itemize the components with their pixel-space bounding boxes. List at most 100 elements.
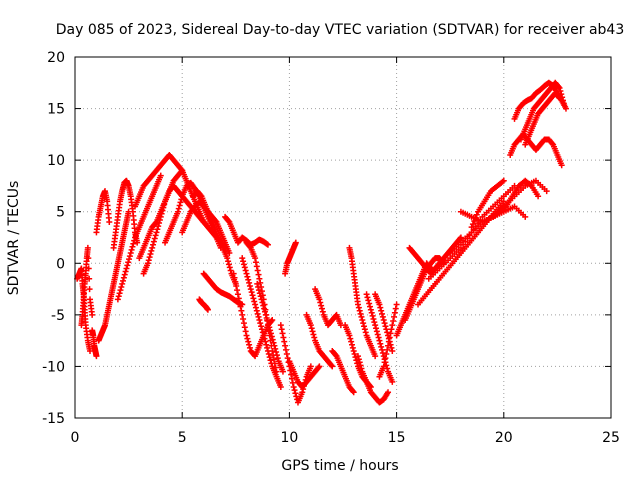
data-point xyxy=(174,208,181,215)
data-point xyxy=(380,363,387,370)
data-point xyxy=(150,241,157,248)
data-point xyxy=(148,247,155,254)
data-point xyxy=(89,311,96,318)
data-point xyxy=(265,351,272,358)
data-point xyxy=(381,359,388,366)
x-tick-label: 25 xyxy=(602,430,620,446)
data-point xyxy=(269,317,276,324)
data-point xyxy=(271,342,278,349)
data-point xyxy=(147,251,154,258)
data-point xyxy=(253,307,260,314)
data-point xyxy=(382,355,389,362)
data-point xyxy=(457,234,464,241)
data-point xyxy=(149,244,156,251)
data-point xyxy=(257,293,264,300)
y-tick-label: 10 xyxy=(47,153,65,169)
data-point xyxy=(116,290,123,297)
data-point xyxy=(361,323,368,330)
data-point xyxy=(315,364,322,371)
data-point xyxy=(263,341,270,348)
data-point xyxy=(379,346,386,353)
data-point xyxy=(376,301,383,308)
data-point xyxy=(264,241,271,248)
data-point xyxy=(252,259,259,266)
data-point xyxy=(267,327,274,334)
data-point xyxy=(290,384,297,391)
data-point xyxy=(355,301,362,308)
data-point xyxy=(240,315,247,322)
data-point xyxy=(197,192,204,199)
data-point xyxy=(367,306,374,313)
data-point xyxy=(265,321,272,328)
data-point xyxy=(318,305,325,312)
data-point xyxy=(365,297,372,304)
data-point xyxy=(372,322,379,329)
data-point xyxy=(241,324,248,331)
data-point xyxy=(241,264,248,271)
data-point xyxy=(535,193,542,200)
data-point xyxy=(348,338,355,345)
data-point xyxy=(247,286,254,293)
data-point xyxy=(254,310,261,317)
data-point xyxy=(500,177,507,184)
data-point xyxy=(226,264,233,271)
data-point xyxy=(317,299,324,306)
data-point xyxy=(134,239,141,246)
data-point xyxy=(356,359,363,366)
data-point xyxy=(255,287,262,294)
data-point xyxy=(378,307,385,314)
data-point xyxy=(86,286,93,293)
data-point xyxy=(258,326,265,333)
data-point xyxy=(234,287,241,294)
data-point xyxy=(270,356,277,363)
data-point xyxy=(280,334,287,341)
plot-frame xyxy=(74,56,612,419)
data-point xyxy=(349,341,356,348)
data-point xyxy=(357,310,364,317)
data-point xyxy=(248,289,255,296)
data-point xyxy=(379,350,386,357)
data-point xyxy=(237,303,244,310)
data-point xyxy=(159,207,166,214)
data-point xyxy=(377,304,384,311)
data-point xyxy=(311,334,318,341)
x-tick-label: 0 xyxy=(71,430,80,446)
data-point xyxy=(389,322,396,329)
data-point xyxy=(379,310,386,317)
data-point xyxy=(240,320,247,327)
data-point xyxy=(119,280,126,287)
data-point xyxy=(385,332,392,339)
data-point xyxy=(384,346,391,353)
data-point xyxy=(380,317,387,324)
data-point xyxy=(245,338,252,345)
data-point xyxy=(270,339,277,346)
data-point xyxy=(144,260,151,267)
data-point xyxy=(264,318,271,325)
data-point xyxy=(250,295,257,302)
data-point xyxy=(350,389,357,396)
data-point xyxy=(500,198,507,205)
data-point xyxy=(84,244,91,251)
data-point xyxy=(273,368,280,375)
data-point xyxy=(254,280,261,287)
data-point xyxy=(385,335,392,342)
data-point xyxy=(347,335,354,342)
data-point xyxy=(289,379,296,386)
data-point xyxy=(120,274,127,281)
data-point xyxy=(272,345,279,352)
data-point xyxy=(279,368,286,375)
data-point xyxy=(120,277,127,284)
data-point xyxy=(363,291,370,298)
data-point xyxy=(157,172,164,179)
data-point xyxy=(387,341,394,348)
data-point xyxy=(360,320,367,327)
data-point xyxy=(472,214,479,221)
data-point xyxy=(263,314,270,321)
data-point xyxy=(288,375,295,382)
data-point xyxy=(346,332,353,339)
data-point xyxy=(264,344,271,351)
data-point xyxy=(556,84,563,91)
data-point xyxy=(124,262,131,269)
data-point xyxy=(257,320,264,327)
data-point xyxy=(368,309,375,316)
